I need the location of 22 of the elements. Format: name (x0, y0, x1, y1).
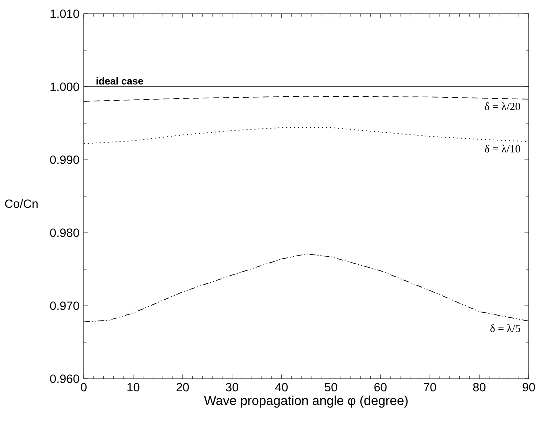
x-tick-label: 50 (325, 383, 338, 392)
y-tick-label: 0.980 (50, 228, 80, 238)
x-tick-label: 20 (176, 383, 190, 392)
series-label: δ = λ/10 (485, 144, 520, 153)
x-axis-title: Wave propagation angle φ (degree) (204, 396, 408, 408)
x-tick-label: 60 (374, 383, 387, 392)
legend-label: ideal case (96, 77, 144, 85)
y-tick-label: 0.970 (50, 302, 80, 310)
y-tick-label: 0.990 (50, 156, 80, 164)
y-tick-label: 1.010 (50, 10, 80, 18)
y-tick-label: 1.000 (50, 82, 80, 92)
x-tick-label: 80 (473, 383, 486, 392)
x-tick-label: 10 (128, 383, 140, 392)
series-label: δ = λ/20 (485, 102, 520, 110)
y-tick-label: 0.960 (50, 374, 80, 384)
series-label: δ = λ/5 (490, 324, 520, 332)
x-tick-label: 70 (424, 383, 436, 392)
x-tick-label: 90 (522, 383, 536, 392)
y-axis-title: Co/Cn (5, 199, 38, 208)
x-tick-label: 0 (81, 383, 87, 392)
x-tick-label: 30 (226, 383, 239, 392)
x-tick-label: 40 (275, 383, 288, 392)
